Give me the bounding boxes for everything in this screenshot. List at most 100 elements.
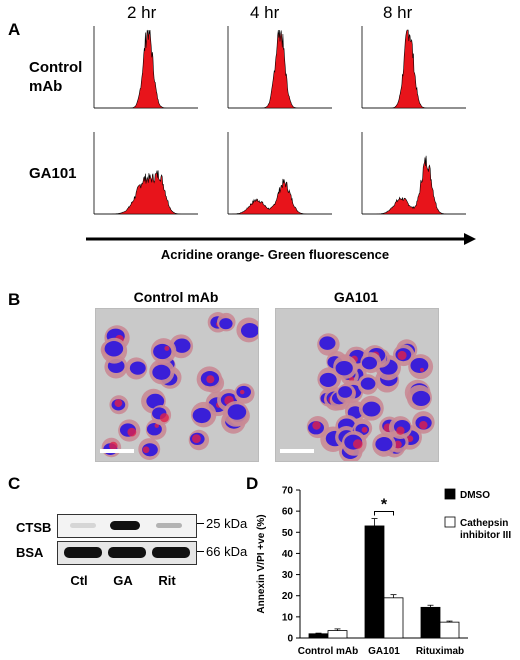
histogram-ga101-2hr [93,132,198,215]
cell-nucleus [219,318,233,330]
bar [383,597,404,639]
cell-nucleus [375,437,393,452]
cell-lysosome [394,440,402,449]
cell-nucleus [335,360,353,376]
y-tick-label: 50 [282,528,294,539]
histogram-fill [228,178,332,215]
band-rit [152,547,190,558]
bar [439,621,460,639]
cell-nucleus [410,358,429,373]
cell-lysosome [127,427,137,437]
row-label-ga101: GA101 [29,165,77,182]
histogram-fill [362,155,466,215]
legend-label-cathepsin-line2: inhibitor III [460,530,511,541]
panel-d-letter: D [246,474,259,493]
y-tick-label: 30 [282,570,294,581]
cell-lysosome [312,421,321,430]
band-ga [108,547,146,558]
histogram-ga101-4hr [227,132,332,215]
bar-chart: 0 10 20 30 40 50 60 70 Annexin V/PI +ve (%) Contr… [256,486,511,658]
band-rit [156,523,182,528]
lane-label-rit: Rit [158,573,176,588]
cell-lysosome [109,441,118,451]
cell-nucleus [412,390,431,407]
size-marker-25: 25 kDa [197,516,247,531]
cell-lysosome [361,426,368,433]
timepoint-label-2: 4 hr [250,3,280,22]
bar [327,630,348,639]
cell-lysosome [206,375,215,384]
y-tick-label: 0 [287,634,293,645]
cell-lysosome [159,413,169,423]
blot-label-ctsb: CTSB [16,520,52,535]
micrograph-control [95,308,259,462]
histogram-fill [94,170,198,215]
cell-lysosome [396,426,405,435]
timepoint-label-3: 8 hr [383,3,413,22]
x-axis-arrow [86,233,476,245]
histogram-fill [362,29,466,109]
histogram-control-2hr [93,26,198,109]
timepoint-label-1: 2 hr [127,3,157,22]
cell-lysosome [353,439,363,449]
cell-nucleus [240,323,258,338]
cell-nucleus [129,361,146,375]
blot-bsa [57,541,197,565]
x-axis-caption: Acridine orange- Green fluorescence [160,247,390,262]
scale-bar [280,449,314,453]
panel-b-letter: B [8,290,21,309]
size-label-25: 25 kDa [206,516,248,531]
legend-swatch-cathepsin [444,516,456,528]
y-tick-label: 70 [282,486,294,497]
scale-bar [100,449,134,453]
y-tick-label: 20 [282,591,294,602]
blot-ctsb [57,514,197,538]
band-ctl [64,547,102,558]
bar [420,606,441,639]
micrograph-ga101 [275,308,439,462]
significance-marker: * [381,497,388,514]
significance-bracket [374,511,394,516]
cell-nucleus [319,336,336,350]
legend-swatch-dmso [444,488,456,500]
lane-label-ctl: Ctl [70,573,88,588]
cell-lysosome [154,423,159,428]
cell-lysosome [240,389,245,395]
lane-label-ga: GA [113,573,133,588]
cell-nucleus [227,404,247,420]
bar [364,525,385,639]
cell-nucleus [146,393,165,409]
cell-lysosome [114,399,123,408]
histogram-ga101-8hr [361,132,466,215]
x-tick-label: Rituximab [416,646,464,657]
size-label-66: 66 kDa [206,544,248,559]
y-tick-label: 10 [282,612,294,623]
histogram-control-4hr [227,26,332,109]
y-tick-label: 60 [282,507,294,518]
cell-nucleus [192,407,211,424]
histogram-control-8hr [361,26,466,109]
y-axis-label: Annexin V/PI +ve (%) [256,514,267,613]
cell-lysosome [192,434,201,444]
panel-c-letter: C [8,474,21,493]
bar [308,633,329,639]
cell-nucleus [153,343,172,360]
panel-a-letter: A [8,20,21,39]
x-tick-label: Control mAb [298,646,359,657]
size-marker-66: 66 kDa [197,544,247,559]
y-tick-label: 40 [282,549,294,560]
cell-nucleus [152,364,171,380]
cell-nucleus [338,386,353,398]
row-label-control: Control mAb [29,59,83,95]
cell-lysosome [419,367,425,372]
band-ga [110,521,140,530]
band-ctl [70,523,96,528]
cell-nucleus [173,338,191,353]
cell-lysosome [419,420,428,430]
cell-lysosome [142,446,150,454]
histogram-fill [228,29,332,109]
legend-label-cathepsin: Cathepsin [460,518,508,529]
image-label-ga101: GA101 [333,289,379,305]
cell-lysosome [397,350,407,360]
cell-nucleus [362,401,381,417]
